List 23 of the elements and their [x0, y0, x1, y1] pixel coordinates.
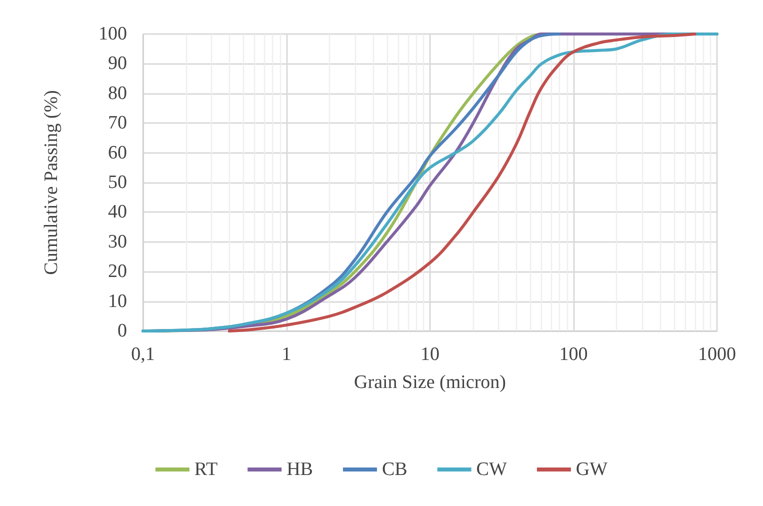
y-tick-label: 10 [108, 290, 127, 312]
y-tick-label: 90 [108, 53, 127, 74]
y-tick-label: 40 [108, 202, 127, 223]
x-axis-title: Grain Size (micron) [354, 372, 506, 393]
y-tick-label: 20 [108, 261, 127, 282]
y-tick-label: 0 [118, 320, 127, 342]
x-tick-label: 1000 [698, 344, 736, 365]
legend-label: CB [382, 459, 408, 480]
y-tick-label: 50 [108, 172, 127, 193]
legend-label: RT [194, 459, 218, 480]
legend-label: CW [476, 459, 507, 480]
y-tick-label: 70 [108, 112, 127, 134]
x-tick-label: 100 [559, 344, 588, 365]
y-tick-label: 100 [98, 24, 127, 44]
y-tick-label: 30 [108, 231, 127, 252]
legend-label: HB [286, 459, 313, 480]
y-tick-label: 80 [108, 82, 127, 104]
x-tick-label: 1 [282, 344, 292, 365]
legend-label: GW [576, 459, 608, 480]
y-tick-label: 60 [108, 142, 127, 164]
x-tick-label: 0,1 [131, 344, 155, 365]
x-tick-label: 10 [420, 344, 440, 365]
y-axis-title: Cumulative Passing (%) [41, 90, 62, 275]
